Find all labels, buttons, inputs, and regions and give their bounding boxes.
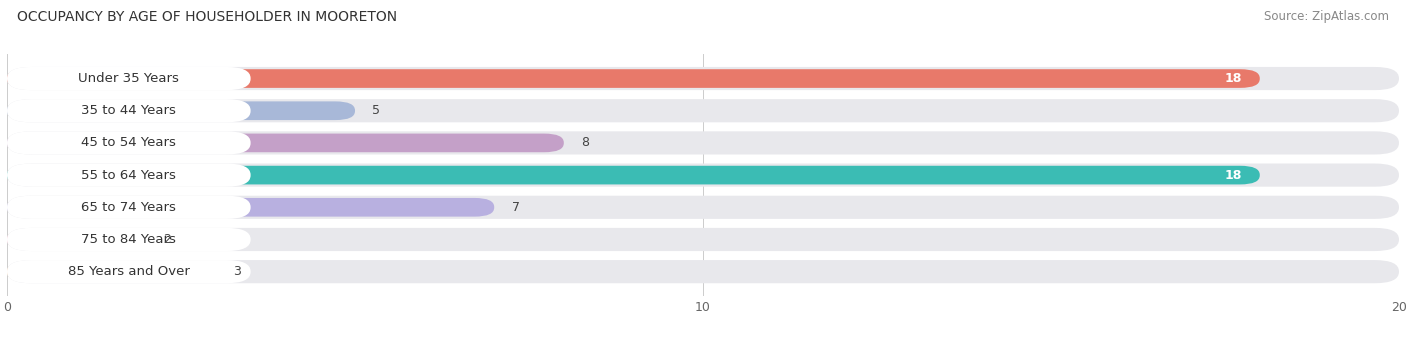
Text: OCCUPANCY BY AGE OF HOUSEHOLDER IN MOORETON: OCCUPANCY BY AGE OF HOUSEHOLDER IN MOORE…: [17, 10, 396, 24]
Text: 18: 18: [1225, 72, 1243, 85]
FancyBboxPatch shape: [7, 166, 1260, 184]
FancyBboxPatch shape: [7, 196, 250, 219]
Text: 65 to 74 Years: 65 to 74 Years: [82, 201, 176, 214]
FancyBboxPatch shape: [7, 67, 250, 90]
FancyBboxPatch shape: [7, 260, 1399, 283]
FancyBboxPatch shape: [7, 99, 1399, 122]
Text: Under 35 Years: Under 35 Years: [79, 72, 179, 85]
FancyBboxPatch shape: [7, 67, 1399, 90]
FancyBboxPatch shape: [7, 101, 354, 120]
Text: 2: 2: [163, 233, 172, 246]
FancyBboxPatch shape: [7, 164, 1399, 187]
Text: 85 Years and Over: 85 Years and Over: [67, 265, 190, 278]
FancyBboxPatch shape: [7, 230, 146, 249]
FancyBboxPatch shape: [7, 198, 495, 217]
Text: 18: 18: [1225, 169, 1243, 182]
FancyBboxPatch shape: [7, 228, 250, 251]
Text: 35 to 44 Years: 35 to 44 Years: [82, 104, 176, 117]
Text: 5: 5: [373, 104, 381, 117]
Text: 55 to 64 Years: 55 to 64 Years: [82, 169, 176, 182]
Text: 8: 8: [581, 136, 589, 149]
Text: 3: 3: [233, 265, 240, 278]
FancyBboxPatch shape: [7, 134, 564, 152]
Text: 45 to 54 Years: 45 to 54 Years: [82, 136, 176, 149]
FancyBboxPatch shape: [7, 262, 217, 281]
Text: 7: 7: [512, 201, 520, 214]
FancyBboxPatch shape: [7, 99, 250, 122]
FancyBboxPatch shape: [7, 228, 1399, 251]
FancyBboxPatch shape: [7, 164, 250, 187]
FancyBboxPatch shape: [7, 69, 1260, 88]
Text: Source: ZipAtlas.com: Source: ZipAtlas.com: [1264, 10, 1389, 23]
FancyBboxPatch shape: [7, 131, 1399, 154]
Text: 75 to 84 Years: 75 to 84 Years: [82, 233, 176, 246]
FancyBboxPatch shape: [7, 131, 250, 154]
FancyBboxPatch shape: [7, 196, 1399, 219]
FancyBboxPatch shape: [7, 260, 250, 283]
